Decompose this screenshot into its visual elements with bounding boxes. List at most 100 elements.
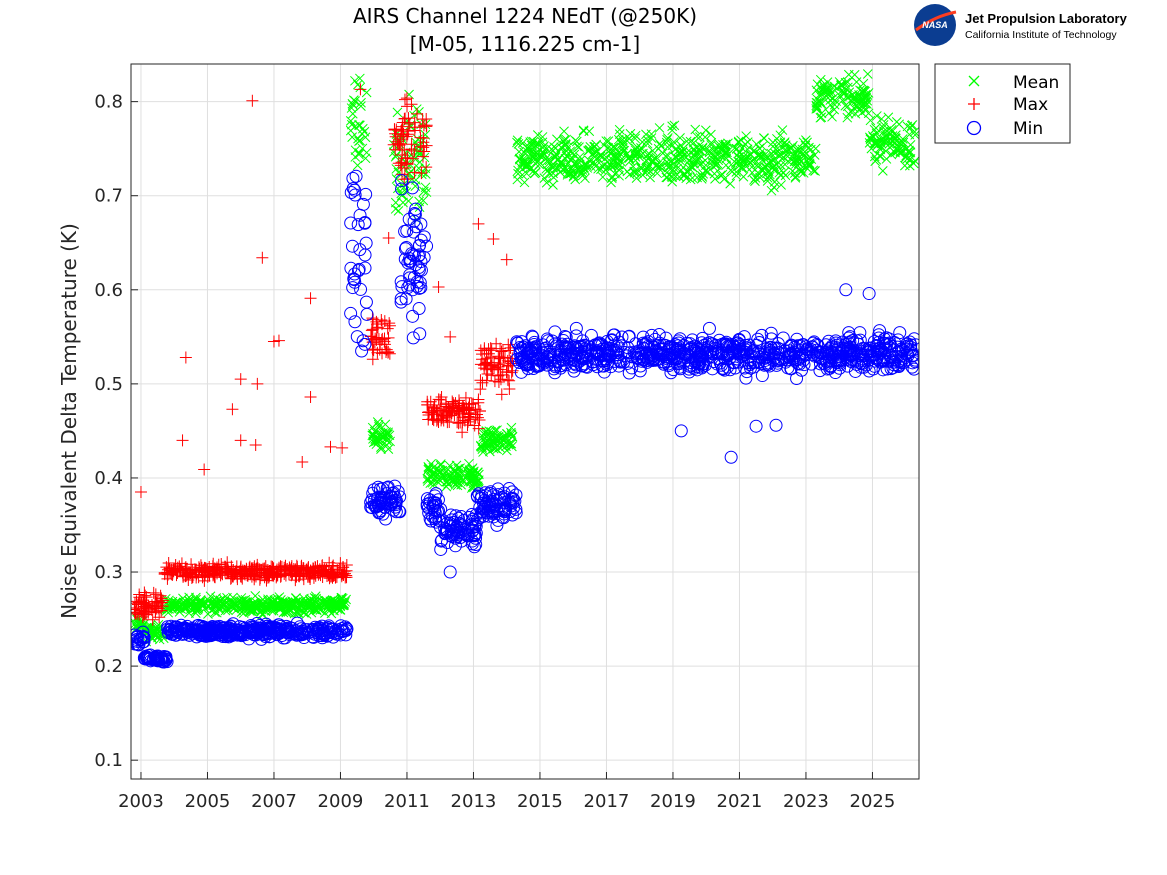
max-point (156, 594, 169, 607)
y-tick-label: 0.3 (94, 562, 123, 583)
mean-point (789, 168, 800, 179)
max-point (408, 166, 421, 179)
mean-point (816, 112, 827, 123)
mean-point (812, 94, 823, 105)
mean-point (624, 169, 635, 180)
mean-point (838, 88, 849, 99)
x-tick-label: 2005 (185, 791, 231, 812)
mean-point (894, 119, 905, 130)
mean-point (229, 599, 240, 610)
mean-point (761, 159, 772, 170)
mean-point (741, 131, 752, 141)
mean-point (815, 96, 825, 107)
min-point (149, 650, 163, 664)
mean-point (857, 86, 867, 96)
mean-point (326, 601, 336, 611)
chart-title: AIRS Channel 1224 NEdT (@250K) (353, 4, 697, 28)
mean-point (733, 136, 744, 147)
mean-point (629, 166, 639, 177)
mean-point (893, 146, 903, 156)
mean-point (345, 116, 356, 126)
mean-point (655, 159, 666, 170)
mean-point (567, 148, 577, 159)
max-point (370, 318, 383, 331)
mean-point (701, 166, 711, 176)
mean-point (597, 172, 608, 182)
mean-point (428, 462, 439, 473)
mean-point (453, 469, 464, 480)
mean-point (669, 120, 680, 131)
mean-point (793, 153, 803, 164)
mean-point (751, 139, 762, 150)
mean-point (721, 153, 732, 164)
mean-point (871, 137, 882, 148)
mean-point (750, 176, 760, 187)
max-point (391, 135, 404, 148)
max-point (181, 568, 194, 581)
max-point (382, 232, 395, 245)
mean-point (900, 152, 911, 163)
max-point (334, 557, 347, 570)
max-point (394, 159, 407, 172)
max-point (422, 406, 435, 419)
max-point (479, 357, 492, 370)
mean-point (311, 593, 321, 604)
mean-point (667, 176, 678, 187)
mean-point (906, 120, 917, 131)
mean-point (754, 150, 765, 161)
mean-point (674, 155, 685, 165)
mean-point (647, 156, 657, 166)
mean-point (589, 152, 600, 162)
max-point (480, 363, 493, 376)
mean-point (581, 160, 592, 171)
min-point (141, 650, 155, 664)
max-point (370, 333, 383, 346)
mean-point (174, 603, 185, 613)
mean-point (790, 154, 801, 165)
max-point (417, 136, 430, 149)
max-point (148, 600, 161, 613)
mean-point (836, 80, 847, 91)
mean-point (753, 158, 764, 169)
mean-point (310, 591, 321, 602)
mean-point (488, 437, 499, 448)
max-point (383, 319, 396, 332)
mean-point (591, 139, 602, 150)
mean-point (370, 434, 381, 445)
mean-point (327, 595, 338, 605)
mean-point (481, 426, 492, 436)
mean-point (795, 166, 806, 176)
max-point (396, 116, 409, 129)
mean-point (613, 134, 624, 145)
max-point (501, 373, 514, 386)
max-point (154, 589, 167, 602)
max-point (492, 350, 505, 363)
max-point (305, 567, 318, 580)
mean-point (704, 145, 715, 156)
mean-point (842, 101, 853, 112)
max-point (266, 569, 279, 582)
mean-point (422, 476, 433, 486)
mean-point (731, 167, 742, 177)
max-point (161, 568, 174, 581)
mean-point (697, 172, 708, 182)
mean-point (301, 609, 312, 619)
max-point (155, 592, 168, 605)
y-tick-label: 0.7 (94, 186, 123, 207)
mean-point (184, 608, 194, 619)
y-axis-label: Noise Equivalent Delta Temperature (K) (57, 223, 81, 619)
mean-point (775, 130, 786, 141)
max-point (459, 391, 472, 404)
max-point (487, 232, 500, 245)
mean-point (734, 160, 745, 171)
max-point (399, 152, 412, 165)
mean-point (403, 196, 414, 206)
max-point (329, 571, 342, 584)
max-point (439, 409, 452, 422)
mean-point (619, 145, 630, 156)
mean-point (246, 601, 256, 611)
max-point (462, 411, 475, 424)
mean-point (641, 162, 652, 173)
max-point (163, 566, 176, 579)
